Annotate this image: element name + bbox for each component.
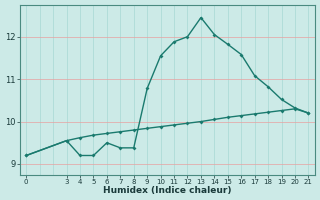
X-axis label: Humidex (Indice chaleur): Humidex (Indice chaleur) [103, 186, 232, 195]
